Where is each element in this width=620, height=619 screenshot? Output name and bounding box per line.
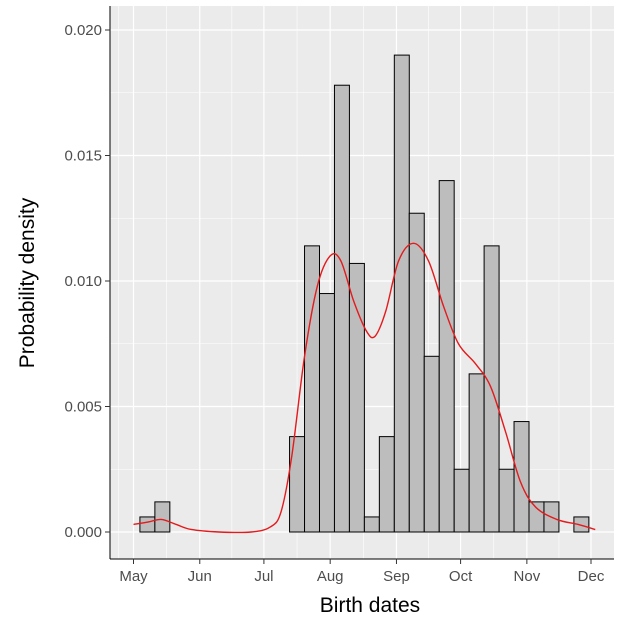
histogram-bar [319, 294, 334, 532]
x-tick-label: Jun [188, 568, 212, 585]
x-tick-label: Aug [317, 568, 344, 585]
x-axis: May Jun Jul Aug Sep Oct Nov Dec [110, 559, 614, 585]
y-axis-title: Probability density [16, 197, 39, 368]
histogram-bar [140, 517, 155, 532]
x-tick-label: Sep [383, 568, 410, 585]
histogram-bar [349, 263, 364, 532]
x-tick-label: Dec [578, 568, 605, 585]
histogram-bar [499, 469, 514, 532]
histogram-bar [379, 437, 394, 532]
histogram-bar [469, 374, 484, 532]
x-tick-label: Jul [254, 568, 273, 585]
y-tick-label: 0.015 [64, 148, 102, 165]
histogram-bar [334, 85, 349, 532]
histogram-bar [364, 517, 379, 532]
y-tick-label: 0.010 [64, 273, 102, 290]
histogram-bar [290, 437, 305, 532]
y-tick-label: 0.000 [64, 524, 102, 541]
x-tick-label: May [119, 568, 148, 585]
y-tick-label: 0.005 [64, 399, 102, 416]
x-tick-label: Oct [449, 568, 473, 585]
x-axis-title: Birth dates [320, 594, 420, 617]
histogram-bar [424, 356, 439, 532]
histogram-bar [394, 55, 409, 532]
histogram-bar [514, 422, 529, 532]
y-tick-label: 0.020 [64, 22, 102, 39]
x-tick-label: Nov [514, 568, 541, 585]
histogram-bar [439, 181, 454, 532]
histogram-bar [529, 502, 544, 532]
histogram-bar [409, 213, 424, 532]
y-axis: 0.000 0.005 0.010 0.015 0.020 [64, 6, 110, 559]
histogram-bar [454, 469, 469, 532]
histogram-bar [155, 502, 170, 532]
